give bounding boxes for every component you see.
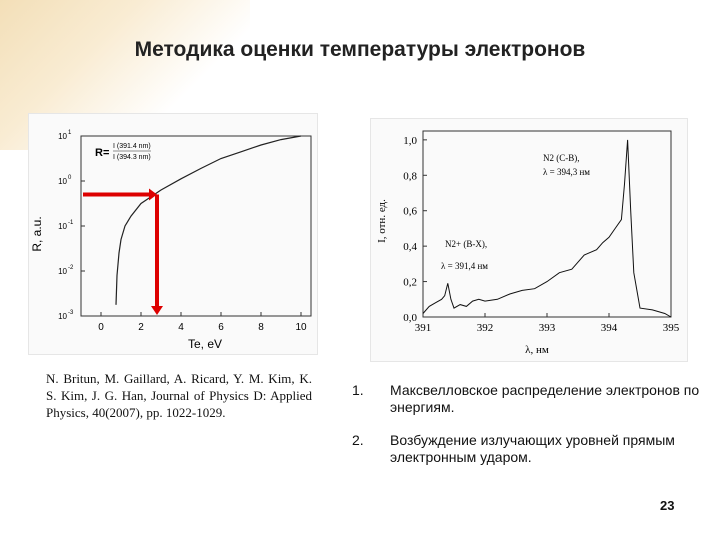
ratio-chart: R, a.u. Te, eV R= I (391.4 nm) I (394.3 … [30,130,312,351]
x-axis-label: λ, нм [525,344,549,356]
ratio-level-arrowhead [149,188,157,201]
list-item: 1. Максвелловское распределение электрон… [352,382,702,416]
annotation-n2plus-wavelength: λ = 391,4 нм [441,261,488,271]
citation-text: N. Britun, M. Gaillard, A. Ricard, Y. M.… [46,371,312,420]
spectrum-line [422,139,672,318]
annotation-n2plus-label: N2+ (B-X), [445,239,487,249]
plot-frame [80,135,312,317]
y-tick-label: 1,0 [403,135,417,147]
ratio-chart-panel: R, a.u. Te, eV R= I (391.4 nm) I (394.3 … [28,113,318,355]
spectrum-chart-panel: I, отн. ед. λ, нм N2 (C-B), λ = 394,3 нм… [370,118,688,362]
temperature-arrowhead [151,306,163,315]
legend-denominator: I (394.3 nm) [113,154,151,161]
x-tick-label: 2 [138,322,144,333]
legend-numerator: I (391.4 nm) [113,143,151,150]
y-tick-label: 0,8 [403,170,417,182]
list-item-number: 2. [352,432,364,448]
x-tick-label: 6 [218,322,224,333]
x-tick-label: 8 [258,322,264,333]
y-tick-label: 10 [58,177,67,186]
page-number: 23 [660,498,675,513]
y-axis-label: I, отн. ед. [376,199,388,243]
y-tick-label: 10 [58,222,67,231]
x-tick-label: 391 [415,322,432,334]
spectrum-chart: I, отн. ед. λ, нм N2 (C-B), λ = 394,3 нм… [376,130,680,356]
y-tick-label: 0,2 [403,277,417,289]
y-tick-label: 10 [58,312,67,321]
x-tick-label: 0 [98,322,104,333]
x-axis-label: Te, eV [188,337,222,351]
y-tick-exponent: -1 [68,220,74,226]
x-tick-label: 392 [477,322,494,334]
x-tick-label: 4 [178,322,184,333]
x-tick-label: 395 [663,322,680,334]
annotation-n2-label: N2 (C-B), [543,153,580,163]
y-tick-label: 10 [58,267,67,276]
slide-title: Методика оценки температуры электронов [134,38,586,61]
y-tick-exponent: 0 [68,175,72,181]
y-tick-exponent: -3 [68,310,74,316]
x-tick-label: 394 [601,322,618,334]
y-tick-exponent: 1 [68,130,72,136]
y-tick-exponent: -2 [68,265,74,271]
y-tick-label: 0,6 [403,206,417,218]
annotation-n2-wavelength: λ = 394,3 нм [543,167,590,177]
list-item-text: Возбуждение излучающих уровней прямым эл… [390,432,675,465]
y-tick-label: 0,0 [403,312,417,324]
list-item: 2. Возбуждение излучающих уровней прямым… [352,432,702,466]
list-item-number: 1. [352,382,364,398]
x-tick-label: 10 [295,322,307,333]
ratio-curve [115,135,302,305]
y-tick-label: 10 [58,132,67,141]
x-tick-label: 393 [539,322,556,334]
y-tick-label: 0,4 [403,241,417,253]
y-axis-label: R, a.u. [30,216,44,251]
list-item-text: Максвелловское распределение электронов … [390,382,700,415]
legend-label: R= [95,147,109,159]
method-assumptions-list: 1. Максвелловское распределение электрон… [352,382,702,482]
